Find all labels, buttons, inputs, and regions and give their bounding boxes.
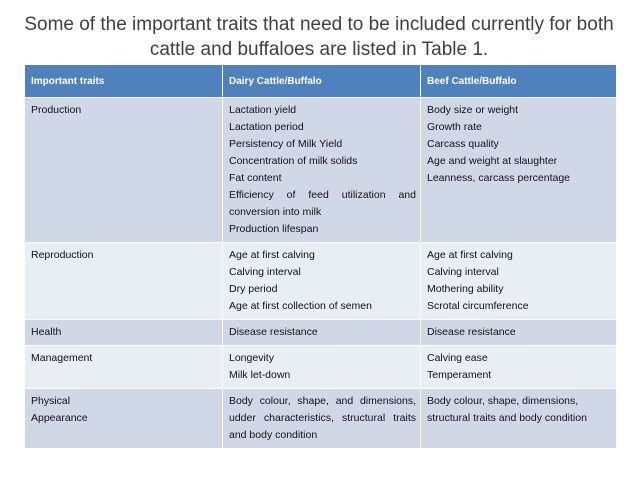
trait-item: Age at first collection of semen [229, 300, 372, 312]
trait-item: Concentration of milk solids [229, 155, 358, 167]
slide-title: Some of the important traits that need t… [24, 14, 614, 60]
trait-item: Body size or weight [427, 104, 519, 116]
beef-cell: Body size or weight Growth rate Carcass … [420, 97, 617, 243]
dairy-cell: Body colour, shape, and dimensions, udde… [222, 388, 421, 449]
trait-item: Age at first calving [427, 249, 513, 261]
table-row-reproduction: Reproduction Age at first calving Calvin… [24, 242, 617, 320]
trait-item: Production lifespan [229, 223, 319, 235]
trait-item: Disease resistance [229, 326, 318, 338]
category-cell: Health [24, 319, 223, 346]
trait-item: Calving ease [427, 352, 488, 364]
trait-item: Body colour, shape, dimensions, structur… [427, 395, 587, 424]
trait-item: Calving interval [427, 266, 499, 278]
header-important-traits: Important traits [24, 64, 223, 98]
traits-table: Important traits Dairy Cattle/Buffalo Be… [24, 64, 617, 449]
dairy-cell: Age at first calving Calving interval Dr… [222, 242, 421, 320]
category-cell: Reproduction [24, 242, 223, 320]
trait-item: Longevity [229, 352, 274, 364]
trait-item: Mothering ability [427, 283, 504, 295]
trait-item: Leanness, carcass percentage [427, 172, 571, 184]
beef-cell: Disease resistance [420, 319, 617, 346]
category-cell: Physical Appearance [24, 388, 223, 449]
header-beef: Beef Cattle/Buffalo [420, 64, 617, 98]
category-cell: Management [24, 345, 223, 389]
trait-item: Temperament [427, 369, 492, 381]
beef-cell: Age at first calving Calving interval Mo… [420, 242, 617, 320]
trait-item: Scrotal circumference [427, 300, 529, 312]
header-dairy: Dairy Cattle/Buffalo [222, 64, 421, 98]
trait-item: Growth rate [427, 121, 482, 133]
trait-item: Efficiency of feed utilization and conve… [229, 189, 416, 218]
trait-item: Dry period [229, 283, 278, 295]
dairy-cell: Lactation yield Lactation period Persist… [222, 97, 421, 243]
table-header-row: Important traits Dairy Cattle/Buffalo Be… [24, 64, 617, 98]
trait-item: Body colour, shape, and dimensions, udde… [229, 395, 416, 441]
trait-item: Fat content [229, 172, 282, 184]
trait-item: Carcass quality [427, 138, 499, 150]
trait-item: Lactation period [229, 121, 304, 133]
beef-cell: Body colour, shape, dimensions, structur… [420, 388, 617, 449]
trait-item: Persistency of Milk Yield [229, 138, 343, 150]
trait-item: Lactation yield [229, 104, 297, 116]
trait-item: Age at first calving [229, 249, 315, 261]
trait-item: Milk let-down [229, 369, 291, 381]
category-cell: Production [24, 97, 223, 243]
trait-item: Disease resistance [427, 326, 516, 338]
dairy-cell: Disease resistance [222, 319, 421, 346]
table-row-physical-appearance: Physical Appearance Body colour, shape, … [24, 388, 617, 449]
trait-item: Age and weight at slaughter [427, 155, 558, 167]
beef-cell: Calving ease Temperament [420, 345, 617, 389]
dairy-cell: Longevity Milk let-down [222, 345, 421, 389]
table-row-management: Management Longevity Milk let-down Calvi… [24, 345, 617, 389]
table-row-health: Health Disease resistance Disease resist… [24, 319, 617, 346]
trait-item: Calving interval [229, 266, 301, 278]
table-row-production: Production Lactation yield Lactation per… [24, 97, 617, 243]
